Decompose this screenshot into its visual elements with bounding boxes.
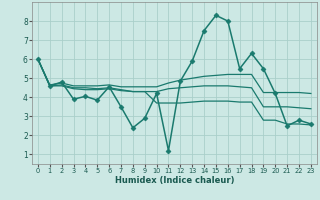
X-axis label: Humidex (Indice chaleur): Humidex (Indice chaleur) bbox=[115, 176, 234, 185]
